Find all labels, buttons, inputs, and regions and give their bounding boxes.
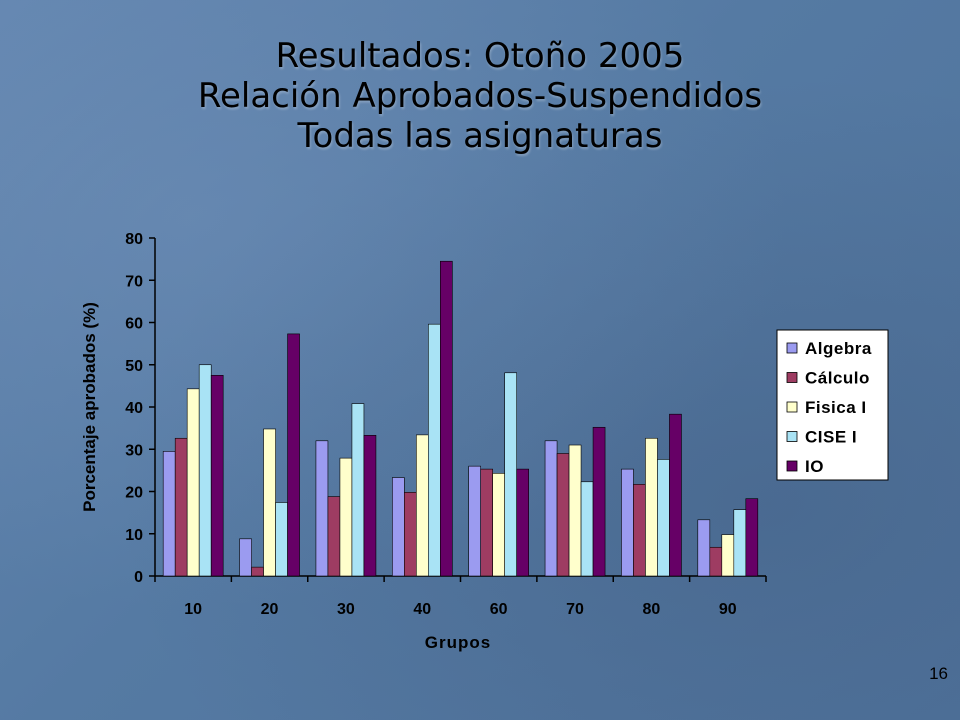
bar-io-60 xyxy=(516,468,529,577)
bars xyxy=(162,260,759,577)
bar-algebra-90 xyxy=(697,519,711,577)
bar-cise-i-10 xyxy=(198,364,212,577)
x-tick-label: 80 xyxy=(643,601,661,618)
bar-io-90 xyxy=(745,498,759,577)
bar-c-lculo-10 xyxy=(174,437,188,577)
y-tick-label: 70 xyxy=(125,273,143,290)
y-tick-label: 60 xyxy=(125,316,143,333)
bar-io-70 xyxy=(592,426,606,577)
legend-label: Algebra xyxy=(805,339,872,358)
y-axis-label: Porcentaje aprobados (%) xyxy=(80,302,99,512)
bar-io-20 xyxy=(287,333,300,577)
page-number: 16 xyxy=(929,664,948,683)
legend-swatch xyxy=(786,401,798,413)
bar-io-40 xyxy=(440,260,453,577)
bar-fisica-i-70 xyxy=(568,444,582,577)
bar-io-30 xyxy=(363,435,377,577)
y-tick-label: 20 xyxy=(125,485,143,502)
bar-c-lculo-60 xyxy=(480,468,493,577)
bar-fisica-i-40 xyxy=(416,434,429,577)
bar-c-lculo-40 xyxy=(404,492,417,577)
bar-c-lculo-30 xyxy=(327,496,341,577)
y-tick-label: 30 xyxy=(125,442,143,459)
legend-swatch xyxy=(786,431,798,442)
bar-cise-i-90 xyxy=(733,509,747,577)
legend-label: IO xyxy=(805,457,824,476)
bar-algebra-30 xyxy=(315,440,329,577)
y-tick-label: 80 xyxy=(125,231,143,248)
legend-label: Cálculo xyxy=(805,369,870,388)
x-tick-label: 30 xyxy=(337,601,355,618)
bar-io-80 xyxy=(669,413,682,577)
x-tick-label: 40 xyxy=(413,601,431,618)
x-axis-label: Grupos xyxy=(425,633,491,652)
bar-cise-i-30 xyxy=(351,403,365,577)
legend-label: CISE I xyxy=(805,428,857,447)
y-tick-label: 10 xyxy=(125,527,143,544)
bar-cise-i-60 xyxy=(504,372,517,577)
legend-label: Fisica I xyxy=(805,398,867,417)
x-tick-label: 70 xyxy=(566,601,584,618)
bar-algebra-70 xyxy=(544,440,558,577)
bar-fisica-i-20 xyxy=(263,428,276,577)
bar-c-lculo-20 xyxy=(251,566,264,577)
bar-c-lculo-70 xyxy=(556,453,570,577)
bar-io-10 xyxy=(210,375,224,577)
bar-cise-i-40 xyxy=(428,323,441,577)
slide-title: Resultados: Otoño 2005 Relación Aprobado… xyxy=(0,36,960,156)
bar-fisica-i-10 xyxy=(186,388,200,577)
bar-cise-i-70 xyxy=(580,481,594,577)
bar-algebra-10 xyxy=(162,451,176,577)
y-tick-label: 0 xyxy=(134,569,143,586)
title-line-1: Resultados: Otoño 2005 xyxy=(275,36,685,76)
bar-cise-i-20 xyxy=(275,502,288,577)
title-line-2: Relación Aprobados-Suspendidos xyxy=(197,76,763,116)
y-tick-label: 40 xyxy=(125,400,143,417)
bar-algebra-20 xyxy=(239,538,252,577)
x-tick-label: 20 xyxy=(261,601,279,618)
bar-c-lculo-90 xyxy=(709,546,723,577)
bar-c-lculo-80 xyxy=(633,484,646,577)
x-ticks: 10 20 30 40 60 70 80 90 xyxy=(154,576,767,618)
bar-fisica-i-90 xyxy=(721,534,735,577)
bar-cise-i-80 xyxy=(657,459,670,577)
bar-algebra-80 xyxy=(621,468,634,577)
bar-algebra-60 xyxy=(468,465,481,577)
bar-algebra-40 xyxy=(392,477,405,577)
bar-fisica-i-80 xyxy=(645,437,658,577)
x-tick-label: 10 xyxy=(184,601,202,618)
x-tick-label: 60 xyxy=(490,601,508,618)
y-ticks: 0 10 20 30 40 50 60 70 80 xyxy=(125,231,155,586)
x-tick-label: 90 xyxy=(719,601,737,618)
legend-swatch xyxy=(786,460,798,472)
legend-swatch xyxy=(786,342,798,354)
legend-items: Algebra Cálculo Fisica I CISE I IO xyxy=(786,339,872,476)
legend-swatch xyxy=(786,372,798,383)
y-tick-label: 50 xyxy=(125,358,143,375)
title-line-3: Todas las asignaturas xyxy=(297,116,663,156)
legend: Algebra Cálculo Fisica I CISE I IO xyxy=(776,329,889,481)
bar-fisica-i-60 xyxy=(492,473,505,577)
bar-fisica-i-30 xyxy=(339,457,353,577)
